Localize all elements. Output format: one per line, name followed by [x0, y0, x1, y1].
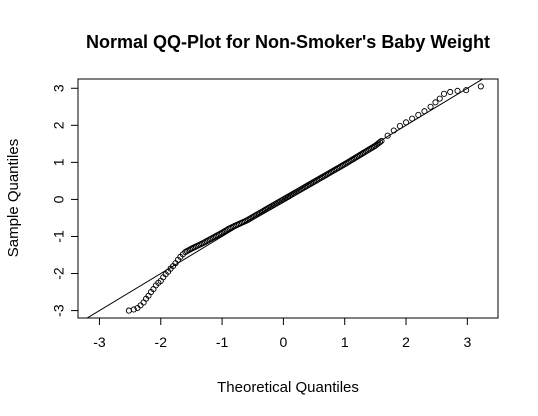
data-point [130, 306, 137, 313]
data-point [463, 87, 470, 94]
data-point [409, 115, 416, 122]
data-point [432, 99, 439, 106]
y-tick-label: 0 [51, 195, 67, 203]
data-point [369, 144, 376, 151]
data-point [421, 108, 428, 115]
data-point [402, 119, 410, 126]
data-point [346, 158, 353, 165]
data-point [347, 157, 354, 164]
data-point [454, 87, 461, 94]
data-point [343, 160, 350, 167]
x-tick-label: -3 [93, 334, 106, 350]
data-point [396, 123, 403, 130]
data-point [363, 148, 370, 155]
data-point [436, 95, 443, 102]
data-point [477, 83, 484, 90]
data-point [427, 103, 434, 110]
data-point [366, 146, 373, 153]
data-point [440, 90, 448, 97]
y-tick-label: 2 [51, 121, 67, 129]
data-point [223, 226, 230, 234]
data-point [384, 132, 391, 139]
y-axis-label: Sample Quantiles [5, 139, 22, 257]
x-tick-label: 3 [463, 334, 471, 350]
plot-frame [77, 78, 499, 319]
data-point [361, 149, 368, 156]
y-tick-label: -1 [51, 230, 67, 243]
chart-title: Normal QQ-Plot for Non-Smoker's Baby Wei… [86, 32, 490, 52]
data-point [353, 153, 361, 160]
y-tick-label: 1 [51, 158, 67, 166]
data-point [125, 307, 132, 314]
data-point [390, 127, 397, 134]
y-tick-label: -2 [51, 267, 67, 280]
data-point [415, 111, 422, 118]
data-points [125, 83, 484, 314]
y-tick-label: 3 [51, 84, 67, 92]
data-point [447, 88, 454, 96]
reference-line-group [86, 79, 484, 318]
data-point [220, 228, 227, 235]
y-axis: -3 -2 -1 0 1 2 3 [51, 84, 78, 317]
y-tick-label: -3 [51, 304, 67, 317]
data-point [356, 151, 364, 159]
reference-line [86, 79, 484, 318]
data-point [352, 154, 359, 161]
data-point [364, 147, 371, 154]
x-tick-label: 2 [402, 334, 410, 350]
data-point [360, 150, 367, 157]
data-point [140, 299, 147, 306]
x-axis-label: Theoretical Quantiles [217, 379, 359, 396]
data-point [219, 229, 226, 236]
x-tick-label: 0 [280, 334, 288, 350]
data-point [378, 137, 385, 144]
x-tick-label: 1 [341, 334, 349, 350]
x-axis: -3 -2 -1 0 1 2 3 [93, 318, 471, 350]
data-point [350, 155, 357, 162]
x-tick-label: -1 [216, 334, 229, 350]
data-point [376, 139, 384, 146]
data-point [367, 145, 374, 152]
data-point [358, 150, 365, 158]
x-tick-label: -2 [155, 334, 168, 350]
data-point [344, 159, 351, 166]
data-point [341, 161, 348, 168]
data-point [349, 156, 356, 163]
data-point [222, 227, 229, 234]
data-point [355, 152, 362, 159]
